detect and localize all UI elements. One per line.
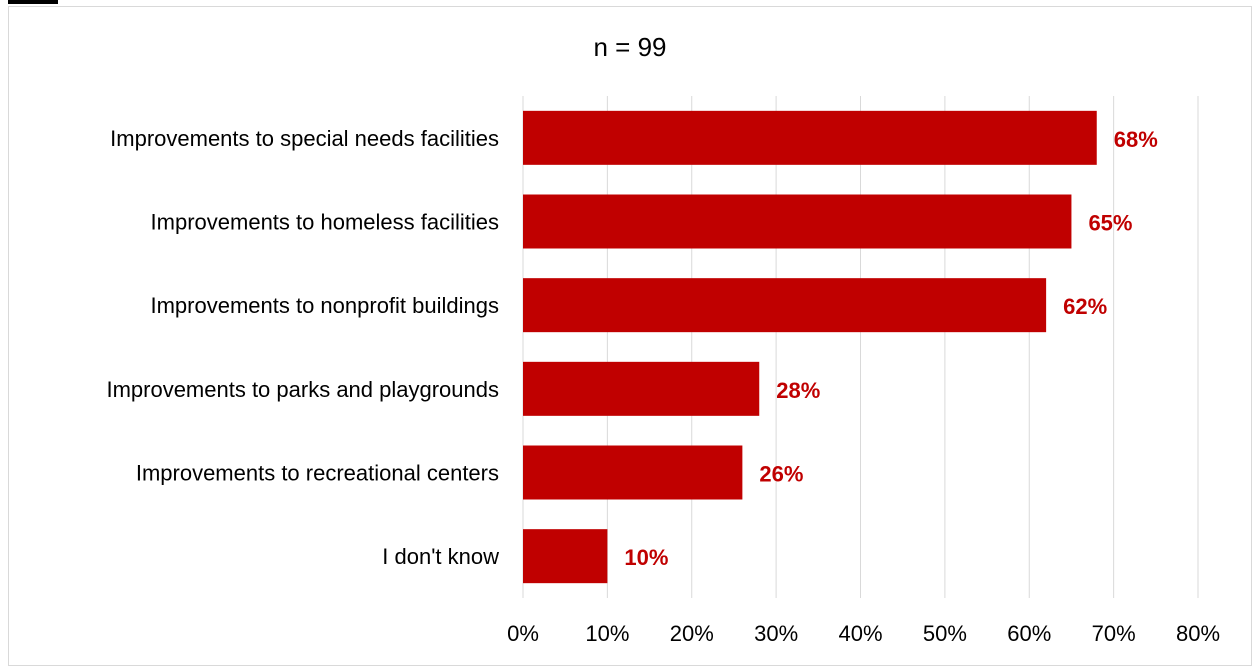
value-label: 62%	[1063, 294, 1107, 319]
x-tick-label: 60%	[1007, 621, 1051, 646]
value-label: 68%	[1114, 127, 1158, 152]
cropped-header-fragment	[8, 0, 58, 4]
category-label: Improvements to homeless facilities	[151, 210, 499, 235]
bar	[523, 361, 760, 416]
x-tick-label: 0%	[507, 621, 539, 646]
x-tick-label: 10%	[585, 621, 629, 646]
category-label: Improvements to nonprofit buildings	[150, 293, 499, 318]
value-label: 26%	[759, 462, 803, 487]
bar	[523, 529, 608, 584]
bar	[523, 194, 1072, 249]
category-label: Improvements to parks and playgrounds	[106, 377, 499, 402]
value-labels: 68% 65% 62% 28% 26% 10%	[624, 127, 1157, 570]
bar	[523, 445, 743, 500]
bar	[523, 110, 1097, 165]
bars	[523, 110, 1097, 584]
category-label: Improvements to recreational centers	[136, 461, 499, 486]
gridlines	[522, 96, 1199, 598]
bar	[523, 278, 1047, 333]
value-label: 65%	[1088, 211, 1132, 236]
bar-chart: n = 99 Improvements to special needs fac…	[8, 0, 1220, 646]
x-tick-label: 50%	[923, 621, 967, 646]
x-tick-label: 40%	[838, 621, 882, 646]
value-label: 28%	[776, 378, 820, 403]
x-tick-label: 30%	[754, 621, 798, 646]
category-labels: Improvements to special needs facilities…	[106, 126, 499, 569]
value-label: 10%	[624, 545, 668, 570]
x-tick-label: 20%	[670, 621, 714, 646]
chart-subtitle: n = 99	[593, 32, 666, 62]
x-tick-label: 70%	[1092, 621, 1136, 646]
category-label: I don't know	[382, 544, 499, 569]
x-axis-tick-labels: 0% 10% 20% 30% 40% 50% 60% 70% 80%	[507, 621, 1220, 646]
x-tick-label: 80%	[1176, 621, 1220, 646]
category-label: Improvements to special needs facilities	[110, 126, 499, 151]
